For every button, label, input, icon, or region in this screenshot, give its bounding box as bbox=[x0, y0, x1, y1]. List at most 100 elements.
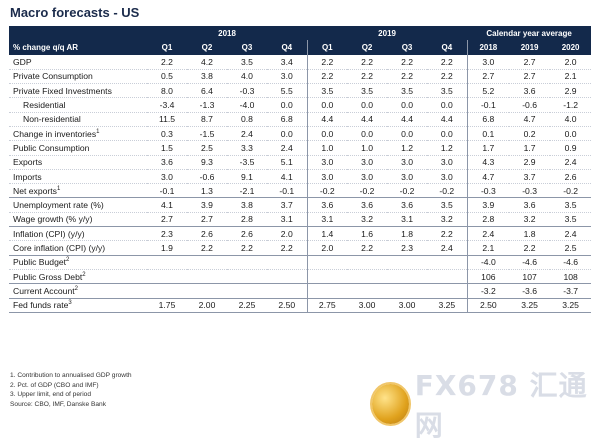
value-cell: 0.8 bbox=[227, 112, 267, 127]
value-cell: 3.6 bbox=[509, 197, 551, 213]
value-cell bbox=[427, 269, 468, 285]
value-cell: 3.1 bbox=[267, 212, 308, 228]
value-cell: 3.0 bbox=[267, 69, 308, 85]
value-cell: 2.0 bbox=[550, 55, 592, 70]
value-cell: 1.2 bbox=[427, 140, 468, 156]
value-cell: 1.6 bbox=[347, 226, 388, 242]
value-cell: 3.5 bbox=[387, 83, 428, 99]
value-cell: 1.0 bbox=[347, 140, 388, 156]
value-cell: 2.1 bbox=[467, 240, 510, 256]
row-label: GDP bbox=[9, 55, 147, 70]
footnote-line: 2. Pct. of GDP (CBO and IMF) bbox=[10, 381, 99, 389]
row-label-text: Imports bbox=[13, 171, 42, 182]
value-cell: 2.6 bbox=[550, 169, 592, 185]
value-cell: 0.0 bbox=[307, 97, 348, 113]
value-cell: 0.0 bbox=[427, 126, 468, 142]
row-label: Exports bbox=[9, 155, 147, 170]
value-cell: 3.1 bbox=[307, 212, 348, 228]
row-label: Non-residential bbox=[9, 112, 147, 127]
row-label-text: Private Consumption bbox=[13, 71, 93, 82]
value-cell bbox=[347, 269, 388, 285]
value-cell: 1.3 bbox=[187, 183, 227, 199]
table-row: Current Account2 -3.2 -3.6 -3.7 bbox=[9, 283, 592, 299]
value-cell: 2.3 bbox=[147, 226, 187, 242]
table-row: GDP 2.2 4.2 3.5 3.4 2.2 2.2 2.2 2.2 3.0 2.7 2.0 bbox=[9, 55, 592, 70]
value-cell: 2.00 bbox=[187, 297, 227, 313]
value-cell: 2.6 bbox=[187, 226, 227, 242]
value-cell: 2.50 bbox=[467, 297, 510, 313]
row-label: Change in inventories1 bbox=[9, 126, 147, 142]
value-cell: 3.2 bbox=[347, 212, 388, 228]
value-cell: 3.25 bbox=[509, 297, 551, 313]
value-cell: -3.6 bbox=[509, 283, 551, 299]
value-cell bbox=[147, 283, 187, 299]
footnote-line: 3. Upper limit, end of period bbox=[10, 391, 91, 398]
value-cell: -0.2 bbox=[427, 183, 468, 199]
value-cell: 0.9 bbox=[550, 140, 592, 156]
value-cell: 8.7 bbox=[187, 112, 227, 127]
value-cell: 4.1 bbox=[267, 169, 308, 185]
value-cell: -3.5 bbox=[227, 155, 267, 170]
table-row: Public Budget2 -4.0 -4.6 -4.6 bbox=[9, 254, 592, 270]
value-cell: -4.6 bbox=[550, 254, 592, 270]
row-label-text: Non-residential bbox=[23, 114, 81, 125]
value-cell: -1.5 bbox=[187, 126, 227, 142]
value-cell: 2.5 bbox=[187, 140, 227, 156]
column-header: Q3 bbox=[387, 40, 428, 55]
value-cell: 5.1 bbox=[267, 155, 308, 170]
table-row: Public Gross Debt2 106 107 108 bbox=[9, 269, 592, 285]
value-cell bbox=[427, 283, 468, 299]
value-cell: -3.7 bbox=[550, 283, 592, 299]
value-cell: 3.5 bbox=[550, 212, 592, 228]
value-cell: 2.25 bbox=[227, 297, 267, 313]
row-label: Fed funds rate3 bbox=[9, 297, 147, 313]
value-cell: -0.2 bbox=[307, 183, 348, 199]
row-label-text: Public Budget bbox=[13, 257, 67, 268]
value-cell: 1.7 bbox=[467, 140, 510, 156]
row-label: Current Account2 bbox=[9, 283, 147, 299]
value-cell: 2.1 bbox=[550, 69, 592, 85]
value-cell: 3.25 bbox=[427, 297, 468, 313]
column-header: Q2 bbox=[187, 40, 227, 55]
value-cell bbox=[347, 283, 388, 299]
value-cell: 6.4 bbox=[187, 83, 227, 99]
value-cell: -0.2 bbox=[387, 183, 428, 199]
value-cell: -0.3 bbox=[227, 83, 267, 99]
row-label-text: Public Gross Debt bbox=[13, 271, 83, 282]
column-header: Q1 bbox=[307, 40, 348, 55]
value-cell: 4.3 bbox=[467, 155, 510, 170]
value-cell: 2.75 bbox=[307, 297, 348, 313]
value-cell: 108 bbox=[550, 269, 592, 285]
footnote-marker: 3 bbox=[68, 300, 72, 307]
value-cell: -0.1 bbox=[267, 183, 308, 199]
value-cell: -0.3 bbox=[467, 183, 510, 199]
value-cell: 6.8 bbox=[467, 112, 510, 127]
watermark-text: FX678 汇通网 bbox=[414, 369, 588, 442]
value-cell bbox=[307, 254, 348, 270]
value-cell: 4.4 bbox=[307, 112, 348, 127]
value-cell: 107 bbox=[509, 269, 551, 285]
value-cell: 2.2 bbox=[427, 226, 468, 242]
value-cell: 9.1 bbox=[227, 169, 267, 185]
value-cell: 2.7 bbox=[467, 69, 510, 85]
table-row: Exports 3.6 9.3 -3.5 5.1 3.0 3.0 3.0 3.0 4.3 2.9 2.… bbox=[9, 155, 592, 170]
value-cell: 2.7 bbox=[147, 212, 187, 228]
value-cell: 2.2 bbox=[147, 55, 187, 70]
value-cell: 2.7 bbox=[187, 212, 227, 228]
value-cell: 0.2 bbox=[509, 126, 551, 142]
footnote-line: 1. Contribution to annualised GDP growth bbox=[10, 372, 132, 379]
value-cell: 5.2 bbox=[467, 83, 510, 99]
value-cell: 3.0 bbox=[427, 155, 468, 170]
row-label: Private Fixed Investments bbox=[9, 83, 147, 99]
row-label-text: Net exports bbox=[13, 185, 57, 196]
table-body: GDP 2.2 4.2 3.5 3.4 2.2 2.2 2.2 2.2 3.0 2.7 2.0 Priv… bbox=[9, 55, 592, 313]
table-row: Net exports1 -0.1 1.3 -2.1 -0.1 -0.2 -0.2 -0.2-… bbox=[9, 183, 592, 199]
value-cell: -0.1 bbox=[147, 183, 187, 199]
value-cell: 1.8 bbox=[509, 226, 551, 242]
value-cell bbox=[187, 254, 227, 270]
value-cell: 3.0 bbox=[307, 169, 348, 185]
value-cell: 1.2 bbox=[387, 140, 428, 156]
value-cell: 3.7 bbox=[509, 169, 551, 185]
value-cell: 3.5 bbox=[227, 55, 267, 70]
value-cell: 2.6 bbox=[227, 226, 267, 242]
